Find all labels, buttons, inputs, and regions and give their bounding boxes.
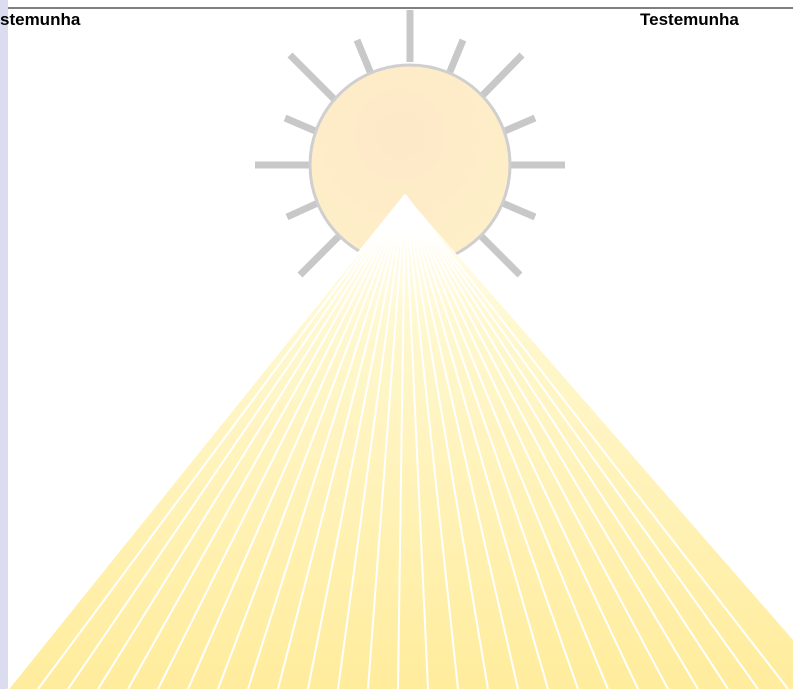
left-title: stemunha: [0, 10, 81, 29]
right-title: Testemunha: [640, 10, 739, 29]
side-strip: [0, 0, 8, 689]
slide: stemunha Testemunha: [0, 0, 793, 689]
page: stemunha Testemunha (() => { const data …: [0, 0, 793, 689]
